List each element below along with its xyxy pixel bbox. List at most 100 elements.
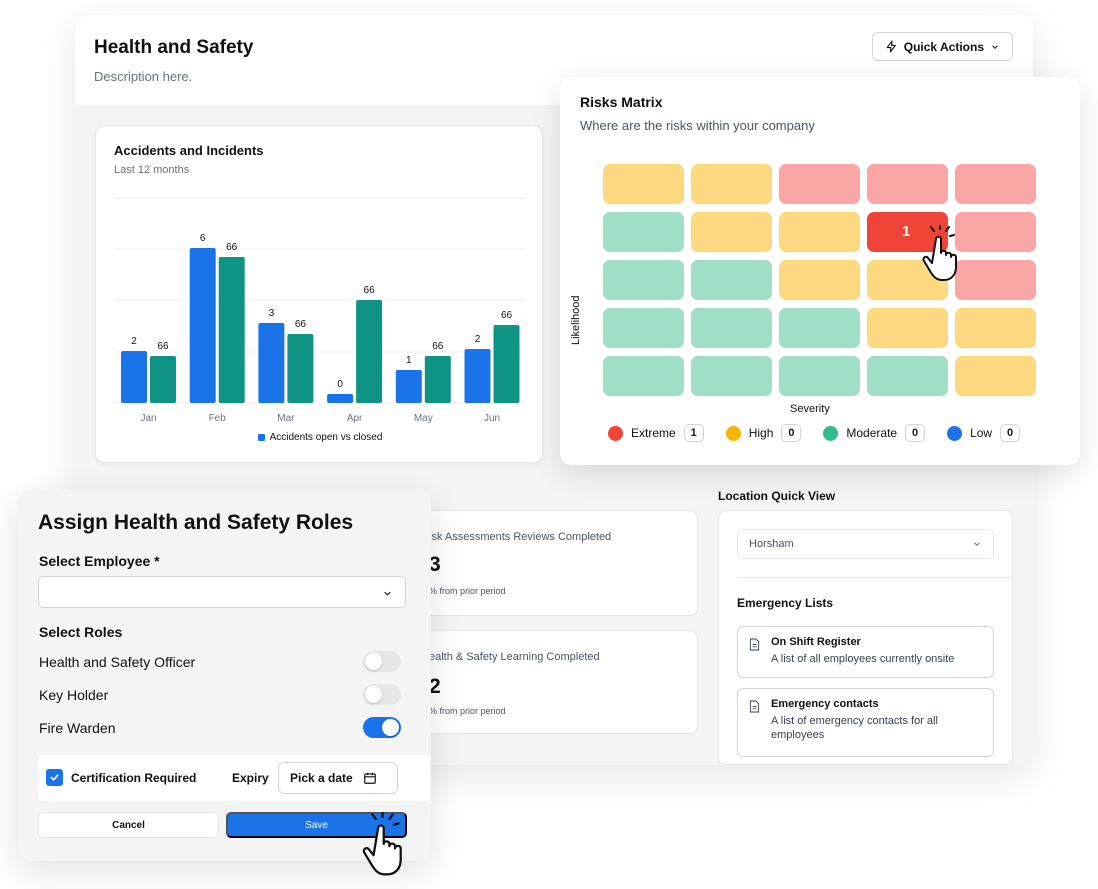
- accidents-card: Accidents and Incidents Last 12 months 2…: [95, 125, 543, 463]
- risk-cell-moderate[interactable]: [779, 260, 860, 300]
- risk-cell-low[interactable]: [779, 356, 860, 396]
- document-icon: [749, 700, 760, 713]
- role-label: Key Holder: [39, 687, 109, 703]
- legend-dot: [725, 425, 741, 441]
- risk-assessments-card: isk Assessments Reviews Completed 3 % fr…: [410, 510, 698, 616]
- bar: [150, 356, 176, 403]
- hand-pointer-icon: [362, 812, 402, 876]
- risk-cell-extreme[interactable]: [955, 212, 1036, 252]
- risk-cell-extreme[interactable]: [867, 164, 948, 204]
- accidents-title: Accidents and Incidents: [114, 143, 264, 158]
- chevron-down-icon: [992, 44, 998, 49]
- certification-checkbox[interactable]: [46, 769, 63, 786]
- risk-cell-moderate[interactable]: [603, 164, 684, 204]
- risk-cell-moderate[interactable]: [691, 164, 772, 204]
- chart-legend: Accidents open vs closed: [96, 432, 544, 443]
- y-axis-label: Likelihood: [570, 295, 582, 345]
- risk-cell-extreme[interactable]: [955, 164, 1036, 204]
- x-tick-label: Mar: [277, 413, 295, 424]
- legend-label: High: [748, 426, 774, 440]
- x-tick-label: Jun: [484, 413, 500, 424]
- data-label: 66: [432, 341, 444, 352]
- risk-cell-moderate[interactable]: [955, 308, 1036, 348]
- legend-extreme: Extreme 1: [608, 424, 704, 442]
- bar: [493, 325, 520, 403]
- location-select[interactable]: Horsham: [737, 529, 994, 559]
- risk-cell-moderate[interactable]: [867, 308, 948, 348]
- emergency-item-name: On Shift Register: [771, 636, 861, 648]
- certification-row: Certification Required Expiry Pick a dat…: [38, 755, 430, 801]
- risk-cell-low[interactable]: [691, 308, 772, 348]
- risk-cell-low[interactable]: [603, 260, 684, 300]
- risk-cell-extreme[interactable]: [779, 164, 860, 204]
- bar: [121, 351, 147, 403]
- x-axis-label: Severity: [790, 403, 830, 415]
- stat-value: 3: [429, 553, 441, 576]
- risk-cell-low[interactable]: [691, 356, 772, 396]
- risk-cell-moderate[interactable]: [955, 356, 1036, 396]
- toggle-key-holder[interactable]: [363, 684, 401, 705]
- toggle-health-safety-officer[interactable]: [363, 651, 401, 672]
- legend-count: 0: [781, 424, 802, 442]
- bar: [189, 248, 216, 403]
- quick-actions-button[interactable]: Quick Actions: [871, 32, 1013, 61]
- chevron-down-icon: [384, 591, 391, 596]
- risks-matrix-card: Risks Matrix Where are the risks within …: [560, 77, 1080, 465]
- bar: [395, 370, 422, 403]
- risks-title: Risks Matrix: [580, 94, 663, 110]
- bar: [327, 394, 354, 403]
- date-placeholder: Pick a date: [290, 771, 353, 785]
- check-icon: [50, 774, 59, 781]
- divider: [737, 577, 1012, 578]
- roles-title: Assign Health and Safety Roles: [38, 511, 354, 534]
- emergency-item-shift-register[interactable]: On Shift Register A list of all employee…: [737, 626, 994, 678]
- bar: [464, 349, 491, 403]
- legend-count: 0: [905, 424, 926, 442]
- x-tick-label: Feb: [209, 413, 227, 424]
- data-label: 66: [226, 242, 238, 253]
- emergency-item-desc: A list of all employees currently onsite: [771, 653, 955, 665]
- risk-cell-moderate[interactable]: [779, 212, 860, 252]
- location-card: Horsham Emergency Lists On Shift Registe…: [718, 510, 1013, 765]
- emergency-item-name: Emergency contacts: [771, 698, 879, 710]
- data-label: 6: [200, 233, 206, 244]
- lightning-icon: [886, 40, 896, 53]
- employee-select[interactable]: [38, 576, 406, 608]
- risk-cell-low[interactable]: [867, 356, 948, 396]
- role-label: Health and Safety Officer: [39, 654, 196, 670]
- chevron-down-icon: [974, 542, 980, 546]
- data-label: 1: [406, 355, 412, 366]
- location-value: Horsham: [749, 538, 794, 550]
- data-label: 66: [295, 319, 307, 330]
- document-icon: [749, 638, 760, 651]
- quick-actions-label: Quick Actions: [903, 39, 984, 54]
- risk-cell-low[interactable]: [603, 308, 684, 348]
- legend-label: Moderate: [846, 426, 898, 440]
- risk-cell-low[interactable]: [691, 260, 772, 300]
- toggle-fire-warden[interactable]: [363, 717, 401, 738]
- legend-low: Low 0: [947, 424, 1021, 442]
- hand-pointer-icon: [922, 225, 957, 281]
- data-label: 2: [131, 336, 137, 347]
- risk-legend: Extreme 1 High 0 Moderate 0 Low 0: [608, 424, 1042, 442]
- legend-count: 1: [683, 424, 704, 442]
- legend-high: High 0: [725, 424, 802, 442]
- employee-label: Select Employee *: [39, 553, 160, 569]
- roles-label: Select Roles: [39, 624, 123, 640]
- pick-date-button[interactable]: Pick a date: [278, 762, 398, 794]
- learning-completed-card: ealth & Safety Learning Completed 2 % fr…: [410, 630, 698, 734]
- risk-cell-low[interactable]: [779, 308, 860, 348]
- toggle-knob: [365, 686, 382, 703]
- x-tick-label: Jan: [140, 413, 156, 424]
- legend-dot: [608, 425, 623, 441]
- risk-cell-low[interactable]: [603, 356, 684, 396]
- risk-cell-extreme[interactable]: [955, 260, 1036, 300]
- bar: [424, 356, 451, 403]
- toggle-knob: [382, 719, 399, 736]
- cancel-button[interactable]: Cancel: [38, 812, 219, 838]
- risk-cell-low[interactable]: [603, 212, 684, 252]
- risk-cell-value: 1: [902, 223, 911, 240]
- emergency-item-contacts[interactable]: Emergency contacts A list of emergency c…: [737, 688, 994, 757]
- data-label: 66: [501, 310, 513, 321]
- risk-cell-moderate[interactable]: [691, 212, 772, 252]
